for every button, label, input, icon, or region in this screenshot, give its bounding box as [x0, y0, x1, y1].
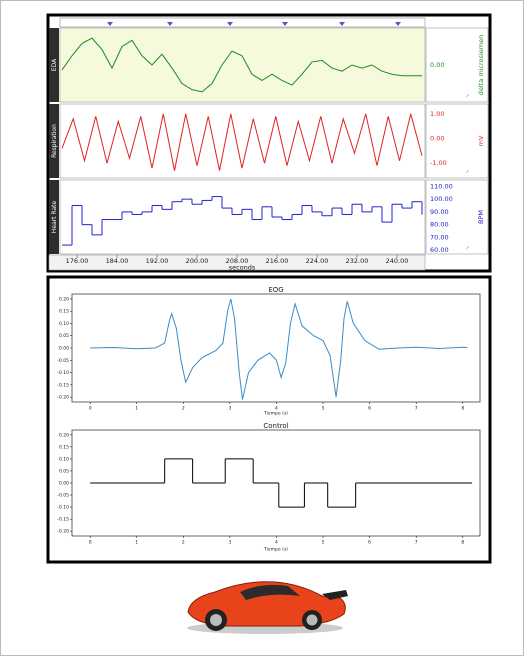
y-tick-label: 90.00 [430, 208, 449, 216]
x-tick-label: 4 [275, 540, 278, 546]
x-tick-label: 176.00 [66, 257, 89, 265]
y-tick-label: 1.00 [430, 110, 444, 118]
chart-title: Control [263, 422, 288, 430]
x-tick-label: 6 [368, 406, 371, 412]
y-tick-label: 80.00 [430, 221, 449, 229]
y-tick-label: 0.05 [59, 333, 69, 339]
y-tick-label: -0.15 [57, 517, 69, 523]
x-tick-label: 200.00 [186, 257, 209, 265]
y-tick-label: -1.00 [430, 159, 447, 167]
channel-label: EDA [51, 58, 58, 71]
y-tick-label: 0.00 [430, 135, 444, 143]
scale-icon: ↗ [465, 246, 469, 252]
x-tick-label: 5 [322, 540, 325, 546]
channel-unit: delta microsiemen [477, 35, 485, 95]
y-tick-label: -0.20 [57, 529, 69, 535]
x-tick-label: 216.00 [266, 257, 289, 265]
x-tick-label: 6 [368, 540, 371, 546]
y-tick-label: 0.00 [59, 481, 69, 487]
channel-plot-bg [60, 28, 425, 102]
x-tick-label: 1 [135, 406, 138, 412]
y-tick-label: -0.05 [57, 358, 69, 364]
x-tick-label: 240.00 [386, 257, 409, 265]
y-tick-label: 0.15 [59, 309, 69, 315]
scale-icon: ↗ [465, 170, 469, 176]
axes [72, 294, 480, 402]
y-tick-label: 0.00 [59, 346, 69, 352]
scale-icon: ↗ [465, 94, 469, 100]
y-tick-label: 70.00 [430, 233, 449, 241]
x-tick-label: 1 [135, 540, 138, 546]
y-tick-label: 0.20 [59, 432, 69, 438]
channel-unit: BPM [477, 210, 485, 224]
y-tick-label: 0.20 [59, 296, 69, 302]
y-tick-label: 0.10 [59, 456, 69, 462]
y-tick-label: 0.05 [59, 468, 69, 474]
y-tick-label: 0.10 [59, 321, 69, 327]
channel-plot-bg [60, 180, 425, 254]
x-tick-label: 8 [461, 406, 464, 412]
chart-title: EOG [268, 286, 283, 294]
event-bar [60, 18, 425, 27]
channel-label: Heart Rate [51, 201, 58, 234]
y-tick-label: 100.00 [430, 195, 453, 203]
y-tick-label: 0.00 [430, 61, 444, 69]
y-tick-label: -0.05 [57, 493, 69, 499]
x-tick-label: 0 [89, 540, 92, 546]
y-tick-label: 60.00 [430, 246, 449, 254]
x-tick-label: 8 [461, 540, 464, 546]
channel-label: Respiration [51, 124, 58, 158]
y-tick-label: -0.20 [57, 395, 69, 401]
x-tick-label: 3 [228, 540, 231, 546]
car-rim [307, 615, 318, 626]
x-axis-label: seconds [229, 264, 256, 272]
car-rim [210, 614, 222, 626]
x-tick-label: 232.00 [346, 257, 369, 265]
y-tick-label: 110.00 [430, 182, 453, 190]
y-tick-label: -0.10 [57, 370, 69, 376]
x-tick-label: 7 [415, 540, 418, 546]
x-axis-label: Tiempo (s) [263, 411, 288, 417]
x-tick-label: 224.00 [306, 257, 329, 265]
x-tick-label: 3 [228, 406, 231, 412]
x-tick-label: 5 [322, 406, 325, 412]
x-tick-label: 192.00 [146, 257, 169, 265]
x-tick-label: 184.00 [106, 257, 129, 265]
x-axis-label: Tiempo (s) [263, 547, 288, 553]
x-tick-label: 2 [182, 540, 185, 546]
channel-unit: mV [477, 135, 485, 146]
y-tick-label: -0.15 [57, 382, 69, 388]
x-tick-label: 0 [89, 406, 92, 412]
x-tick-label: 7 [415, 406, 418, 412]
y-tick-label: -0.10 [57, 505, 69, 511]
y-tick-label: 0.15 [59, 444, 69, 450]
x-tick-label: 2 [182, 406, 185, 412]
page: { "acqknowledge": { "xlim": [172.6, 245.… [0, 0, 524, 656]
screenshot: EDA 0.00 delta microsiemen ↗ Respiration 1.00… [0, 0, 524, 656]
